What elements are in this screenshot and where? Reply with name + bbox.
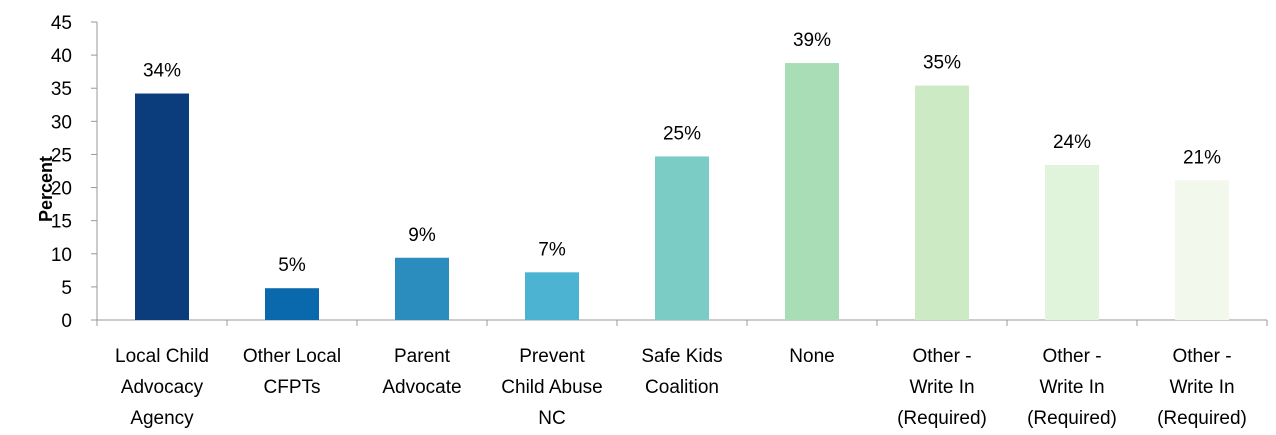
bar — [1045, 165, 1099, 320]
data-label: 5% — [278, 255, 306, 276]
category-label: Parent — [394, 346, 451, 367]
category-label: None — [789, 346, 834, 367]
category-label: (Required) — [1027, 408, 1117, 429]
category-labels: Local Child Advocacy Agency Other Local CFPT… — [115, 346, 1247, 429]
y-tick-label: 15 — [51, 212, 72, 233]
bar — [395, 257, 449, 320]
category-label: Safe Kids — [641, 346, 722, 367]
category-label: Advocate — [382, 377, 461, 398]
data-labels: 34% 5% 9% 7% 25% 39% 35% 24% 21% — [143, 30, 1221, 276]
data-label: 34% — [143, 61, 181, 82]
y-tick-label: 25 — [51, 145, 72, 166]
data-label: 9% — [408, 225, 436, 246]
category-label: Other - — [1042, 346, 1101, 367]
y-tick-label: 20 — [51, 179, 72, 200]
category-label: Other Local — [243, 346, 341, 367]
category-label: (Required) — [897, 408, 987, 429]
data-label: 24% — [1053, 132, 1091, 153]
bar — [525, 272, 579, 320]
category-label: CFPTs — [264, 377, 321, 398]
category-label: Local Child — [115, 346, 209, 367]
category-label: (Required) — [1157, 408, 1247, 429]
y-tick-label: 45 — [51, 13, 72, 34]
bar — [265, 288, 319, 320]
y-tick-label: 30 — [51, 112, 72, 133]
bar — [915, 85, 969, 320]
bar — [655, 156, 709, 320]
data-label: 35% — [923, 53, 961, 74]
y-tick-label: 40 — [51, 46, 72, 67]
bars — [135, 63, 1229, 321]
category-label: Other - — [912, 346, 971, 367]
data-label: 39% — [793, 30, 831, 51]
category-label: Advocacy — [121, 377, 204, 398]
data-label: 21% — [1183, 147, 1221, 168]
category-label: Write In — [909, 377, 974, 398]
y-tick-label: 0 — [61, 311, 72, 332]
bar — [135, 93, 189, 321]
category-label: NC — [538, 408, 565, 429]
category-label: Agency — [130, 408, 194, 429]
x-axis — [96, 319, 1268, 326]
category-label: Other - — [1172, 346, 1231, 367]
bar — [1175, 180, 1229, 320]
category-label: Write In — [1039, 377, 1104, 398]
y-tick-label: 5 — [61, 278, 72, 299]
category-label: Coalition — [645, 377, 719, 398]
category-label: Child Abuse — [501, 377, 602, 398]
y-tick-label: 35 — [51, 79, 72, 100]
category-label: Prevent — [519, 346, 585, 367]
data-label: 7% — [538, 239, 566, 260]
category-label: Write In — [1169, 377, 1234, 398]
y-axis-label: Percent — [36, 156, 56, 222]
y-tick-label: 10 — [51, 245, 72, 266]
bar — [785, 63, 839, 321]
data-label: 25% — [663, 123, 701, 144]
y-axis: 0 5 10 15 20 25 30 35 40 45 — [51, 13, 98, 332]
